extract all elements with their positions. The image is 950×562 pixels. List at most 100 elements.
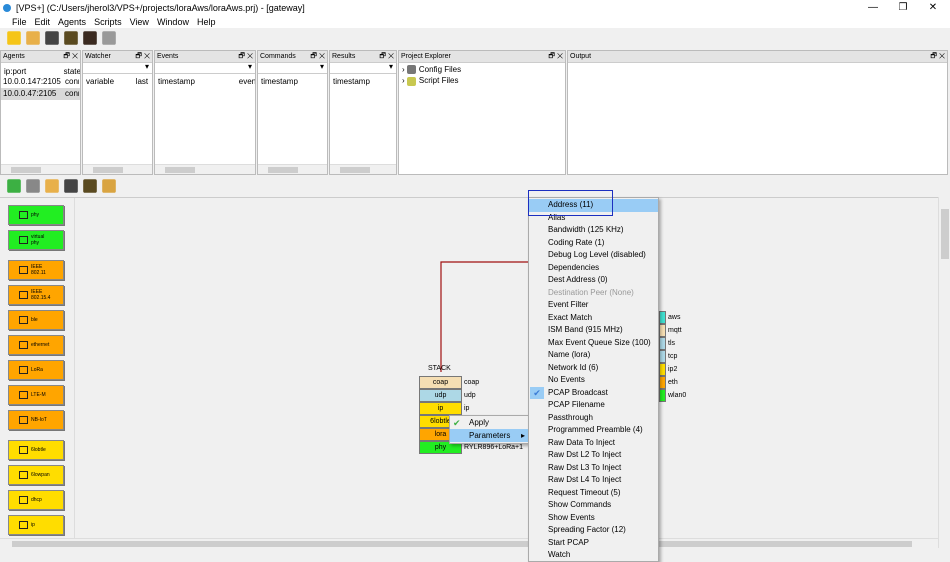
- param-debug-log-level[interactable]: Debug Log Level (disabled): [529, 249, 658, 262]
- scroll-thumb[interactable]: [340, 167, 370, 173]
- column-header[interactable]: event: [238, 77, 255, 86]
- param-raw-dst-l3-to-inject[interactable]: Raw Dst L3 To Inject: [529, 462, 658, 475]
- horizontal-scrollbar[interactable]: [155, 164, 255, 174]
- param-spreading-factor[interactable]: Spreading Factor (12): [529, 524, 658, 537]
- menu-view[interactable]: View: [129, 17, 149, 27]
- param-raw-data-to-inject[interactable]: Raw Data To Inject: [529, 437, 658, 450]
- minimize-button[interactable]: —: [868, 2, 878, 13]
- stack-layer-phy[interactable]: phy: [419, 441, 462, 454]
- param-ism-band[interactable]: ISM Band (915 MHz): [529, 324, 658, 337]
- panel-float-close-buttons[interactable]: 🗗 ✕: [379, 53, 394, 60]
- scroll-thumb[interactable]: [12, 541, 912, 547]
- panel-float-close-buttons[interactable]: 🗗 ✕: [238, 53, 253, 60]
- panel-float-close-buttons[interactable]: 🗗 ✕: [63, 53, 78, 60]
- filter-dropdown[interactable]: [258, 62, 327, 74]
- tree-item[interactable]: › Script Files: [402, 76, 459, 86]
- column-header[interactable]: variable: [86, 77, 115, 86]
- panel-float-close-buttons[interactable]: 🗗 ✕: [930, 53, 945, 60]
- broom-icon[interactable]: [102, 179, 116, 193]
- horizontal-scrollbar[interactable]: [0, 538, 938, 548]
- param-event-filter[interactable]: Event Filter: [529, 299, 658, 312]
- agent-row[interactable]: 10.0.0.47:2105 conn: [1, 88, 80, 100]
- param-programmed-preamble[interactable]: Programmed Preamble (4): [529, 424, 658, 437]
- scroll-thumb[interactable]: [165, 167, 195, 173]
- palette-6lobtle[interactable]: 6lobtle: [8, 440, 64, 460]
- param-raw-dst-l2-to-inject[interactable]: Raw Dst L2 To Inject: [529, 449, 658, 462]
- column-header[interactable]: timestamp: [333, 77, 370, 86]
- param-bandwidth[interactable]: Bandwidth (125 KHz): [529, 224, 658, 237]
- param-watch[interactable]: Watch: [529, 549, 658, 562]
- menu-scripts[interactable]: Scripts: [94, 17, 122, 27]
- param-passthrough[interactable]: Passthrough: [529, 412, 658, 425]
- tree-item[interactable]: › Config Files: [402, 65, 462, 75]
- stack-layer-coap[interactable]: coap: [419, 376, 462, 389]
- param-dependencies[interactable]: Dependencies: [529, 262, 658, 275]
- palette-dhcp[interactable]: dhcp: [8, 490, 64, 510]
- horizontal-scrollbar[interactable]: [1, 164, 80, 174]
- save-icon[interactable]: [45, 31, 59, 45]
- stack2-layer-aws[interactable]: [659, 311, 666, 324]
- new-project-icon[interactable]: [7, 31, 21, 45]
- menu-edit[interactable]: Edit: [34, 17, 51, 27]
- column-header[interactable]: last: [135, 77, 149, 86]
- menu-help[interactable]: Help: [196, 17, 216, 27]
- param-show-events[interactable]: Show Events: [529, 512, 658, 525]
- palette-phy[interactable]: phy: [8, 205, 64, 225]
- palette-virtual-phy[interactable]: virtual phy: [8, 230, 64, 250]
- column-header[interactable]: state: [63, 67, 80, 76]
- save-as-icon[interactable]: [64, 31, 78, 45]
- stack2-layer-tcp[interactable]: [659, 350, 666, 363]
- param-dest-address[interactable]: Dest Address (0): [529, 274, 658, 287]
- expand-arrow-icon[interactable]: ›: [402, 65, 407, 74]
- param-show-commands[interactable]: Show Commands: [529, 499, 658, 512]
- palette-ip[interactable]: ip: [8, 515, 64, 535]
- palette-lora[interactable]: LoRa: [8, 360, 64, 380]
- stack2-layer-wlan0[interactable]: [659, 389, 666, 402]
- stack-canvas[interactable]: [0, 197, 938, 538]
- stack2-layer-mqtt[interactable]: [659, 324, 666, 337]
- binoculars-icon[interactable]: [83, 31, 97, 45]
- open-folder-icon[interactable]: [45, 179, 59, 193]
- panel-float-close-buttons[interactable]: 🗗 ✕: [548, 53, 563, 60]
- palette-lte-m[interactable]: LTE-M: [8, 385, 64, 405]
- agent-row[interactable]: 10.0.0.147:2105 conn: [1, 76, 80, 88]
- param-network-id[interactable]: Network Id (6): [529, 362, 658, 375]
- param-pcap-broadcast[interactable]: ✔ PCAP Broadcast: [529, 386, 658, 399]
- param-name[interactable]: Name (lora): [529, 349, 658, 362]
- cancel-x-icon[interactable]: [26, 179, 40, 193]
- column-header[interactable]: timestamp: [261, 77, 298, 86]
- panel-float-close-buttons[interactable]: 🗗 ✕: [135, 53, 150, 60]
- horizontal-scrollbar[interactable]: [330, 164, 396, 174]
- open-folder-icon[interactable]: [26, 31, 40, 45]
- palette-ieee-802-11[interactable]: IEEE 802.11: [8, 260, 64, 280]
- horizontal-scrollbar[interactable]: [258, 164, 327, 174]
- scroll-thumb[interactable]: [268, 167, 298, 173]
- palette-ethernet[interactable]: ethernet: [8, 335, 64, 355]
- expand-arrow-icon[interactable]: ›: [402, 76, 407, 86]
- scroll-thumb[interactable]: [941, 209, 949, 259]
- param-pcap-filename[interactable]: PCAP Filename: [529, 399, 658, 412]
- param-request-timeout[interactable]: Request Timeout (5): [529, 487, 658, 500]
- palette-ieee-802-15-4[interactable]: IEEE 802.15.4: [8, 285, 64, 305]
- filter-dropdown[interactable]: [155, 62, 255, 74]
- scroll-thumb[interactable]: [93, 167, 123, 173]
- apply-check-icon[interactable]: [7, 179, 21, 193]
- apply-menu-item[interactable]: ✔ Apply: [453, 418, 490, 428]
- column-header[interactable]: timestamp: [158, 77, 195, 86]
- menu-window[interactable]: Window: [156, 17, 189, 27]
- close-button[interactable]: ✕: [928, 2, 938, 13]
- menu-agents[interactable]: Agents: [58, 17, 87, 27]
- menu-file[interactable]: File: [12, 17, 27, 27]
- param-raw-dst-l4-to-inject[interactable]: Raw Dst L4 To Inject: [529, 474, 658, 487]
- param-start-pcap[interactable]: Start PCAP: [529, 537, 658, 550]
- stack2-layer-eth[interactable]: [659, 376, 666, 389]
- parameters-menu-item[interactable]: Parameters ▸: [450, 429, 528, 442]
- param-exact-match[interactable]: Exact Match: [529, 312, 658, 325]
- palette-6lowpan[interactable]: 6lowpan: [8, 465, 64, 485]
- stack2-layer-ip2[interactable]: [659, 363, 666, 376]
- param-coding-rate[interactable]: Coding Rate (1): [529, 237, 658, 250]
- stack-layer-ip[interactable]: ip: [419, 402, 462, 415]
- param-alias[interactable]: Alias: [529, 212, 658, 225]
- param-address[interactable]: Address (11): [529, 199, 658, 212]
- palette-nb-iot[interactable]: NB-IoT: [8, 410, 64, 430]
